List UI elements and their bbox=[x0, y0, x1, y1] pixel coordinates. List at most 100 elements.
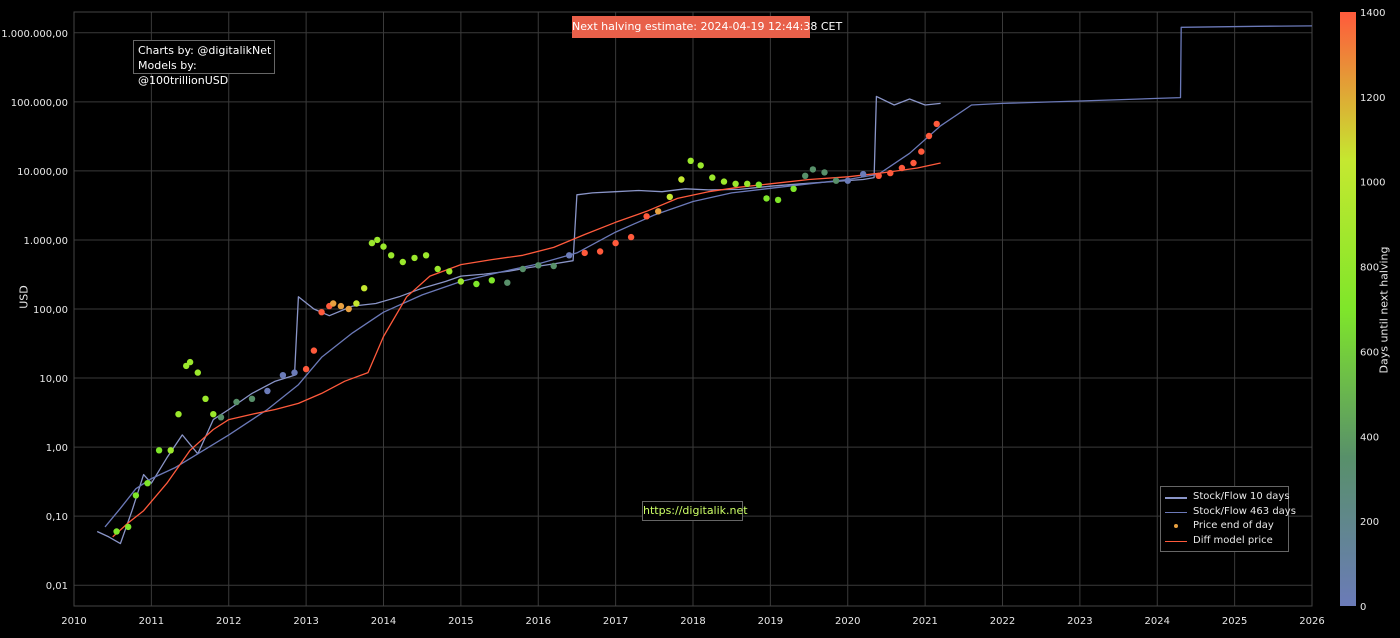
price-point bbox=[388, 252, 395, 259]
colorbar-tick-label: 400 bbox=[1360, 432, 1379, 443]
price-point bbox=[113, 528, 120, 535]
price-point bbox=[898, 164, 906, 172]
price-point bbox=[627, 233, 635, 241]
price-point bbox=[248, 395, 256, 402]
x-tick-label: 2014 bbox=[371, 616, 396, 627]
price-point bbox=[132, 492, 140, 499]
x-tick-label: 2025 bbox=[1222, 616, 1247, 627]
price-point bbox=[264, 387, 271, 395]
legend-swatch-sf10 bbox=[1165, 492, 1187, 502]
price-point bbox=[310, 347, 318, 354]
price-point bbox=[844, 177, 851, 184]
x-tick-label: 2020 bbox=[835, 616, 860, 627]
colorbar-tick-label: 800 bbox=[1360, 263, 1379, 274]
price-point bbox=[504, 279, 511, 286]
colorbar-title: Days until next halving bbox=[1377, 246, 1391, 374]
x-tick-label: 2019 bbox=[758, 616, 783, 627]
legend-label-sf463: Stock/Flow 463 days bbox=[1193, 505, 1296, 517]
plot-frame bbox=[73, 11, 1313, 607]
price-point bbox=[422, 252, 430, 259]
price-point bbox=[155, 447, 163, 454]
y-tick-label: 1,00 bbox=[46, 443, 68, 454]
price-point bbox=[809, 166, 817, 173]
legend-item-sf463[interactable]: Stock/Flow 463 days bbox=[1165, 505, 1296, 520]
series-line-diff-model bbox=[112, 162, 941, 538]
legend-item-sf10[interactable]: Stock/Flow 10 days bbox=[1165, 490, 1290, 505]
price-point bbox=[345, 305, 352, 313]
price-point bbox=[832, 177, 840, 184]
legend-item-price[interactable]: Price end of day bbox=[1165, 519, 1288, 534]
price-point bbox=[368, 239, 376, 247]
series-line-sf10 bbox=[96, 95, 941, 545]
site-link[interactable]: https://digitalik.net bbox=[642, 501, 748, 521]
credits-line-charts: Charts by: @digitalikNet bbox=[138, 44, 272, 57]
price-point bbox=[925, 132, 933, 140]
price-point bbox=[186, 358, 194, 366]
legend-swatch-sf463 bbox=[1165, 507, 1187, 517]
price-point bbox=[875, 172, 882, 179]
x-tick-label: 2011 bbox=[139, 616, 164, 627]
price-point bbox=[697, 162, 704, 169]
price-point bbox=[709, 174, 716, 181]
legend-swatch-diff bbox=[1165, 536, 1187, 546]
y-tick-label: 0,10 bbox=[46, 512, 68, 523]
price-point bbox=[519, 265, 526, 273]
colorbar-tick-label: 1000 bbox=[1360, 178, 1385, 189]
price-point bbox=[175, 411, 182, 418]
price-point bbox=[473, 280, 480, 288]
series-line-sf463 bbox=[104, 25, 1313, 528]
colorbar-tick-label: 0 bbox=[1360, 602, 1366, 613]
price-point bbox=[318, 309, 325, 316]
legend-item-diff[interactable]: Diff model price bbox=[1165, 534, 1288, 549]
price-point bbox=[279, 372, 287, 379]
legend: Stock/Flow 10 days Stock/Flow 463 days P… bbox=[1160, 486, 1296, 552]
price-point bbox=[774, 196, 782, 204]
legend-label-sf10: Stock/Flow 10 days bbox=[1193, 491, 1290, 502]
colorbar-tick-label: 1400 bbox=[1360, 8, 1385, 19]
colorbar-bar bbox=[1340, 12, 1356, 606]
legend-swatch-price bbox=[1165, 521, 1187, 531]
y-tick-label: 1.000.000,00 bbox=[1, 29, 68, 40]
price-point bbox=[380, 243, 387, 250]
price-point bbox=[612, 239, 619, 247]
price-point bbox=[330, 300, 337, 307]
price-point bbox=[488, 277, 495, 284]
x-tick-label: 2017 bbox=[603, 616, 628, 627]
price-point bbox=[457, 278, 465, 285]
x-tick-label: 2016 bbox=[526, 616, 551, 627]
colorbar-tick-label: 1200 bbox=[1360, 93, 1385, 104]
series-layer bbox=[96, 25, 1313, 545]
price-point bbox=[411, 254, 418, 262]
price-point bbox=[596, 248, 604, 255]
price-point bbox=[755, 181, 762, 188]
price-point bbox=[361, 285, 368, 292]
x-tick-label: 2013 bbox=[293, 616, 318, 627]
price-point bbox=[550, 262, 557, 270]
y-tick-label: 10,00 bbox=[39, 374, 68, 385]
price-point bbox=[666, 193, 673, 201]
price-point bbox=[144, 480, 151, 487]
x-tick-label: 2021 bbox=[912, 616, 937, 627]
price-point bbox=[217, 414, 225, 421]
y-axis-title: USD bbox=[17, 285, 31, 309]
price-point bbox=[790, 185, 797, 192]
colorbar-tick-label: 600 bbox=[1360, 347, 1379, 358]
price-point bbox=[434, 265, 441, 273]
x-tick-label: 2024 bbox=[1145, 616, 1170, 627]
x-tick-label: 2018 bbox=[680, 616, 705, 627]
price-point bbox=[374, 236, 381, 244]
price-point bbox=[210, 411, 217, 418]
credits-line-models: Models by: @100trillionUSD bbox=[138, 59, 229, 87]
price-point bbox=[337, 302, 345, 310]
price-point bbox=[302, 365, 310, 373]
credits-box: Charts by: @digitalikNet Models by: @100… bbox=[133, 40, 275, 87]
x-tick-label: 2010 bbox=[61, 616, 86, 627]
y-tick-label: 10.000,00 bbox=[17, 167, 68, 178]
price-point bbox=[353, 300, 360, 307]
price-point bbox=[566, 252, 573, 259]
price-point bbox=[744, 180, 751, 187]
x-tick-label: 2022 bbox=[990, 616, 1015, 627]
price-point bbox=[125, 523, 132, 531]
x-tick-label: 2012 bbox=[216, 616, 241, 627]
